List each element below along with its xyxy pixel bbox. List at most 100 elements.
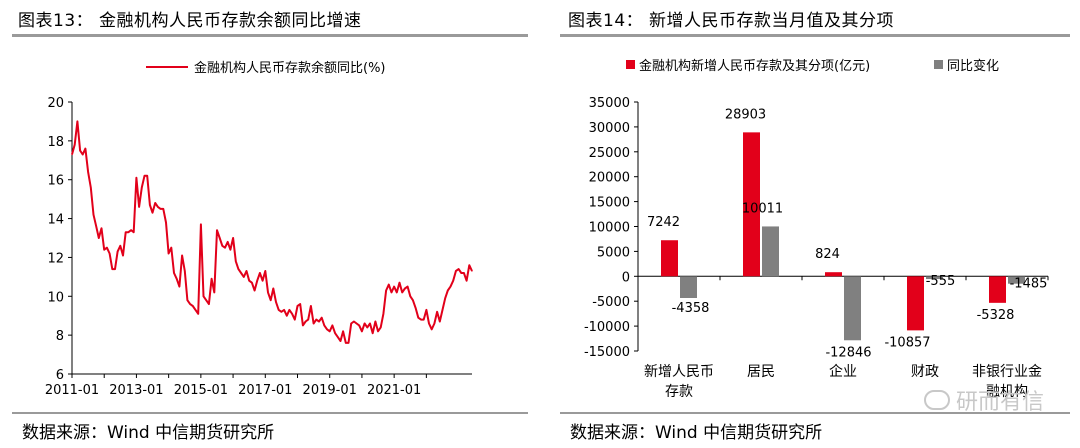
data-point (133, 231, 135, 233)
data-point (173, 272, 175, 274)
data-point (390, 291, 393, 293)
x-tick-label: 2021-01 (367, 383, 421, 398)
data-point (452, 280, 454, 282)
right-source-divider (560, 412, 1070, 414)
data-point (331, 324, 333, 326)
data-point (254, 289, 256, 292)
bar-yoy-change (762, 226, 779, 277)
y-tick-label: 30000 (589, 121, 630, 136)
data-point (423, 319, 425, 321)
y-tick-label: 0 (622, 270, 630, 285)
data-point (170, 247, 172, 249)
data-point (288, 309, 290, 311)
data-point (189, 303, 191, 305)
bar-chart-svg: 金融机构新增人民币存款及其分项(亿元) 同比变化 35000 30000 25000 20… (584, 58, 1049, 400)
y-tick-label: 35000 (589, 96, 630, 111)
data-point (388, 284, 390, 286)
data-label-yoy-change: -4358 (672, 301, 710, 316)
data-point (267, 291, 269, 293)
data-point (272, 287, 274, 290)
y-tick-label: 12 (47, 251, 64, 266)
data-point (310, 305, 312, 307)
data-point (229, 249, 231, 251)
data-point (463, 272, 465, 274)
data-point (162, 208, 164, 210)
data-point (431, 328, 433, 330)
x-category-label: 融机构 (986, 384, 1028, 400)
data-point (398, 282, 401, 284)
left-chart-panel: 图表13： 金融机构人民币存款余额同比增速 金融机构人民币存款余额同比(%) 6 8… (12, 11, 528, 443)
data-point (197, 313, 199, 315)
legend-label-deposit-yoy: 金融机构人民币存款余额同比(%) (194, 60, 386, 76)
y-tick-label: 10 (47, 290, 64, 305)
data-point (329, 330, 331, 332)
data-point (138, 206, 140, 208)
y-tick-label: 20000 (589, 171, 630, 186)
data-point (264, 270, 266, 272)
data-point (401, 291, 403, 293)
data-point (307, 319, 309, 321)
data-point (323, 324, 325, 326)
y-tick-label: 8 (56, 329, 64, 344)
data-point (122, 254, 124, 257)
data-point (420, 319, 422, 321)
data-point (417, 317, 419, 319)
x-category-label: 非银行业金 (972, 364, 1042, 380)
data-point (280, 311, 282, 313)
bar-new-deposits (989, 276, 1006, 303)
data-point (100, 227, 103, 229)
y-tick-label: -5000 (592, 295, 630, 310)
data-point (82, 153, 84, 156)
data-point (283, 309, 285, 311)
data-point (119, 245, 121, 247)
data-point (219, 237, 221, 239)
x-category-label: 财政 (911, 364, 939, 380)
data-point (396, 291, 398, 293)
data-point (248, 280, 250, 282)
data-point (154, 202, 156, 204)
y-tick-label: -10000 (584, 320, 630, 335)
bar-new-deposits (907, 276, 924, 331)
x-category-label: 存款 (665, 384, 693, 400)
bar-yoy-change (844, 276, 861, 341)
data-point (337, 336, 339, 338)
data-point (468, 264, 470, 266)
data-point (428, 322, 430, 325)
x-tick-label: 2017-01 (238, 383, 292, 398)
data-point (356, 322, 358, 325)
data-point (149, 204, 151, 206)
data-point (326, 328, 328, 330)
series-line-deposit-yoy (71, 120, 473, 344)
data-point (270, 299, 272, 301)
data-point (374, 320, 376, 323)
data-point (200, 223, 202, 225)
y-tick-label: 10000 (589, 221, 630, 236)
x-tick-label: 2019-01 (303, 383, 357, 398)
bar-yoy-change (680, 276, 697, 299)
data-point (194, 309, 197, 311)
data-point (251, 282, 253, 284)
data-point (364, 322, 366, 325)
data-point (286, 315, 288, 317)
data-point (243, 276, 245, 278)
line-chart-svg: 金融机构人民币存款余额同比(%) 6 8 10 12 14 16 18 20 2011-01 201… (45, 60, 473, 398)
bar-new-deposits (743, 132, 760, 277)
legend-swatch-yoy-change (934, 60, 943, 69)
data-point (213, 291, 215, 293)
data-point (444, 297, 446, 299)
data-point (232, 237, 234, 239)
data-point (342, 330, 344, 332)
legend-swatch-new-deposits (626, 60, 635, 69)
data-point (345, 342, 347, 344)
y-tick-label: 16 (47, 174, 64, 189)
data-point (353, 320, 355, 323)
left-source-divider (12, 412, 528, 414)
data-label-new-deposits: 7242 (647, 215, 680, 230)
data-point (439, 320, 441, 323)
data-label-yoy-change: -1485 (1010, 277, 1048, 292)
y-tick-label: 15000 (589, 196, 630, 211)
data-point (377, 330, 379, 332)
data-point (299, 303, 301, 305)
data-point (117, 251, 119, 253)
data-point (245, 270, 248, 272)
